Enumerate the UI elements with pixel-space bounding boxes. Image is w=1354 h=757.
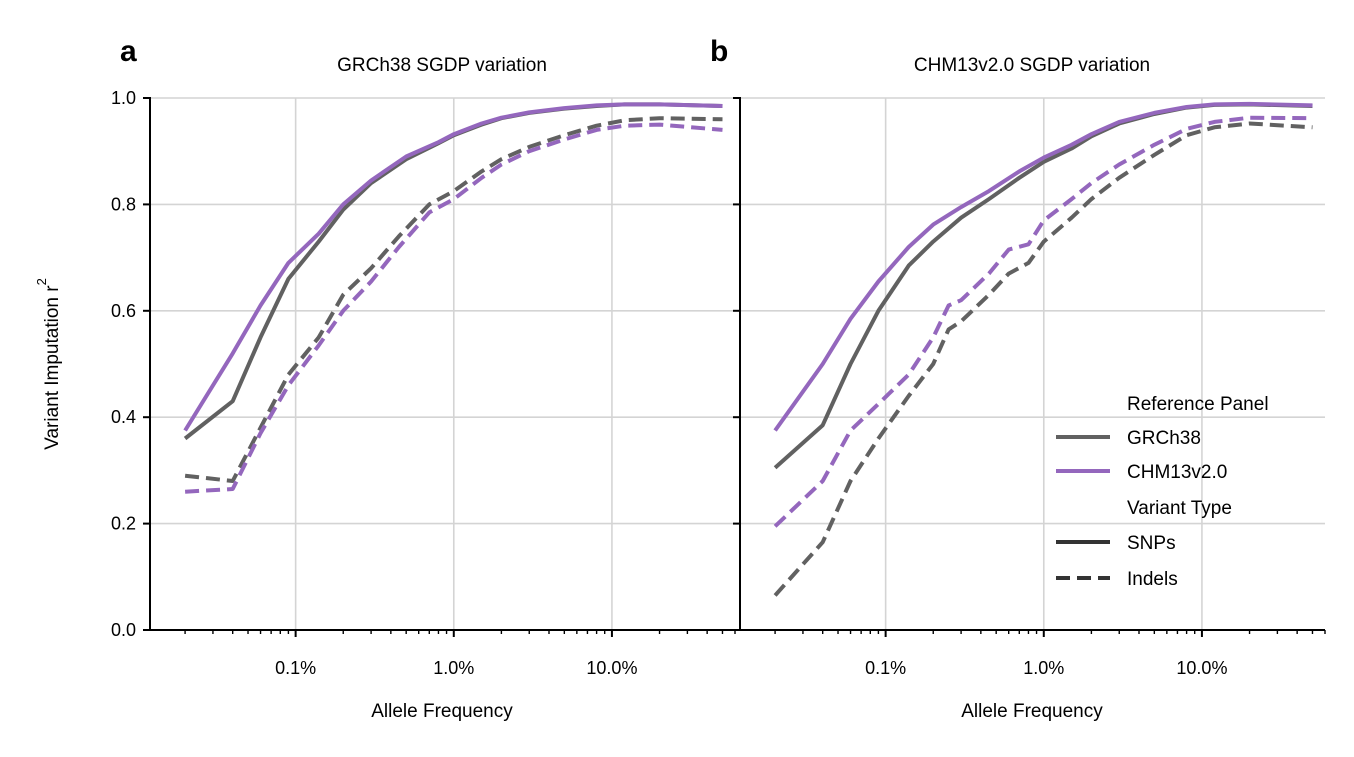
x-tick-label: 1.0% [1023, 658, 1064, 678]
x-tick-label: 1.0% [433, 658, 474, 678]
panel-b-x-tick-labels: 0.1% 1.0% 10.0% [865, 658, 1227, 678]
panel-a-grid [150, 97, 735, 630]
panel-b-series-chm13v20-snps [773, 101, 1313, 432]
y-tick-label: 0.6 [111, 301, 136, 321]
y-axis-label-text: Variant Imputation r [42, 285, 63, 450]
panel-a-x-tick-labels: 0.1% 1.0% 10.0% [275, 658, 637, 678]
y-tick-label: 1.0 [111, 88, 136, 108]
panel-a-series [183, 102, 723, 494]
panel-a-series-chm13v20-indels [184, 122, 723, 494]
svg-text:Variant Imputation r2: Variant Imputation r2 [34, 278, 63, 450]
panel-b-series-chm13v20-indels [773, 115, 1313, 528]
panel-a-y-tick-labels: 0.0 0.2 0.4 0.6 0.8 1.0 [111, 88, 136, 640]
panel-a-axes [143, 97, 736, 637]
legend-label-grch38: GRCh38 [1127, 428, 1201, 449]
y-tick-label: 0.8 [111, 194, 136, 214]
legend-heading-reference-panel: Reference Panel [1127, 394, 1269, 415]
panel-b: b CHM13v2.0 SGDP variation 0.1% 1.0% 10.0%… [710, 35, 1326, 722]
panel-b-series [773, 101, 1313, 597]
legend: Reference Panel GRCh38 CHM13v2.0 Variant… [1056, 394, 1269, 590]
panel-a-series-grch38-indels [184, 116, 723, 483]
y-axis-label: Variant Imputation r2 [34, 278, 63, 450]
x-tick-label: 10.0% [586, 658, 637, 678]
panel-b-axes [733, 97, 1326, 637]
x-tick-label: 0.1% [865, 658, 906, 678]
x-tick-label: 0.1% [275, 658, 316, 678]
panel-a-letter: a [120, 35, 137, 68]
panel-b-title: CHM13v2.0 SGDP variation [914, 55, 1150, 76]
panel-b-x-axis-label: Allele Frequency [961, 701, 1103, 722]
x-tick-label: 10.0% [1176, 658, 1227, 678]
legend-heading-variant-type: Variant Type [1127, 498, 1232, 519]
panel-a-x-axis-label: Allele Frequency [371, 701, 513, 722]
y-axis-label-superscript: 2 [34, 278, 49, 285]
y-tick-label: 0.2 [111, 514, 136, 534]
panel-a-title: GRCh38 SGDP variation [337, 55, 547, 76]
panel-a: a GRCh38 SGDP variation 0.0 0.2 0.4 0.6 0.8 1… [34, 35, 736, 722]
legend-label-indels: Indels [1127, 569, 1178, 590]
panel-b-grid [740, 97, 1325, 630]
legend-label-snps: SNPs [1127, 533, 1176, 554]
y-tick-label: 0.4 [111, 407, 136, 427]
panel-a-series-chm13v20-snps [183, 102, 723, 432]
y-tick-label: 0.0 [111, 620, 136, 640]
panel-b-series-grch38-indels [773, 121, 1313, 597]
panel-b-letter: b [710, 35, 728, 68]
legend-label-chm13: CHM13v2.0 [1127, 462, 1227, 483]
